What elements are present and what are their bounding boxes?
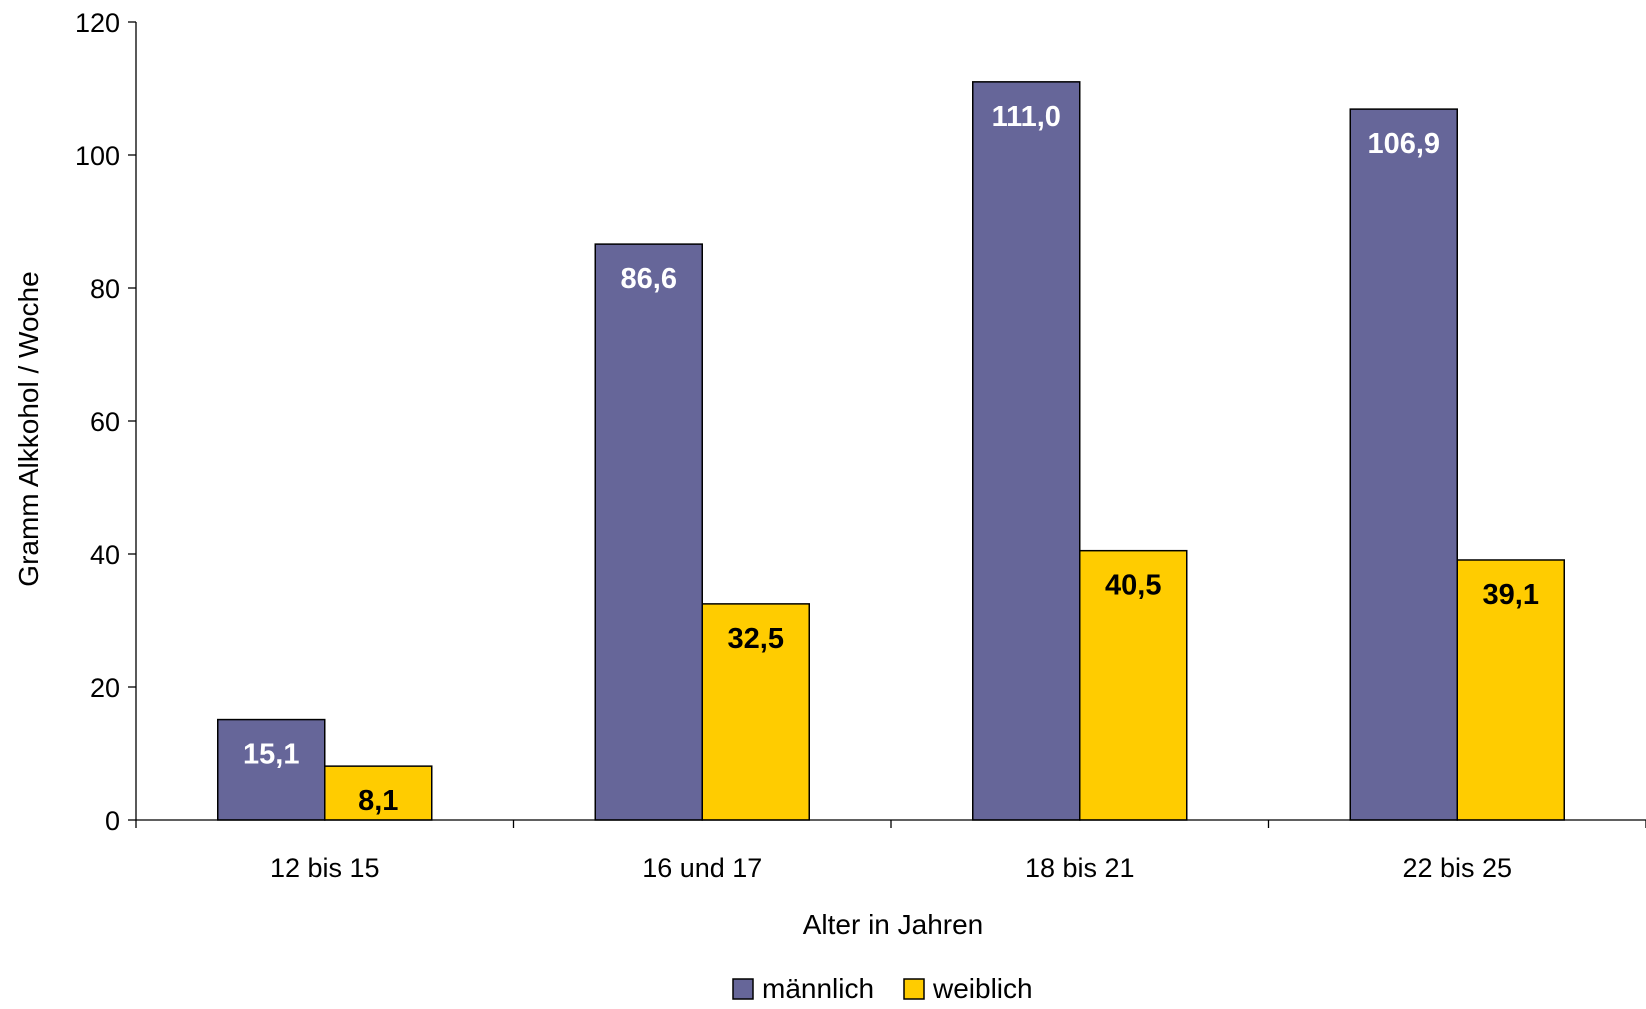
data-label: 86,6 [621,263,677,295]
x-tick-label: 12 bis 15 [270,853,380,883]
y-tick-label: 20 [90,673,120,703]
bars: 15,1 8,1 86,6 32,5 111,0 40,5 106,9 39,1 [217,81,1565,821]
legend-swatch [732,978,754,1000]
x-tick-label: 16 und 17 [642,853,762,883]
x-axis: 12 bis 15 16 und 17 18 bis 21 22 bis 25 [135,819,1646,883]
bar-maennlich [217,718,326,821]
data-label: 15,1 [243,739,299,771]
y-tick-label: 100 [75,141,120,171]
bar-maennlich [972,81,1081,821]
legend-label: männlich [762,973,874,1004]
bar-maennlich [1349,108,1458,821]
x-tick-label: 22 bis 25 [1402,853,1512,883]
y-tick-label: 40 [90,540,120,570]
bar-weiblich [701,603,810,821]
bar-maennlich [594,243,703,821]
data-label: 8,1 [358,785,398,817]
data-label: 40,5 [1105,570,1161,602]
y-tick-label: 0 [105,806,120,836]
bar-weiblich [1456,559,1565,821]
data-label: 106,9 [1367,128,1440,160]
data-label: 39,1 [1483,579,1539,611]
legend-label: weiblich [932,973,1033,1004]
legend: männlich weiblich [732,973,1033,1004]
legend-swatch [903,978,925,1000]
y-tick-label: 60 [90,407,120,437]
y-tick-label: 120 [75,8,120,38]
y-tick-label: 80 [90,274,120,304]
y-axis-title: Gramm Alkkohol / Woche [13,271,44,586]
data-label: 32,5 [728,623,784,655]
x-axis-title: Alter in Jahren [803,909,984,940]
bar-weiblich [1079,549,1188,821]
x-tick-label: 18 bis 21 [1025,853,1135,883]
data-label: 111,0 [992,101,1061,133]
y-axis: 0 20 40 60 80 100 120 [75,8,137,836]
